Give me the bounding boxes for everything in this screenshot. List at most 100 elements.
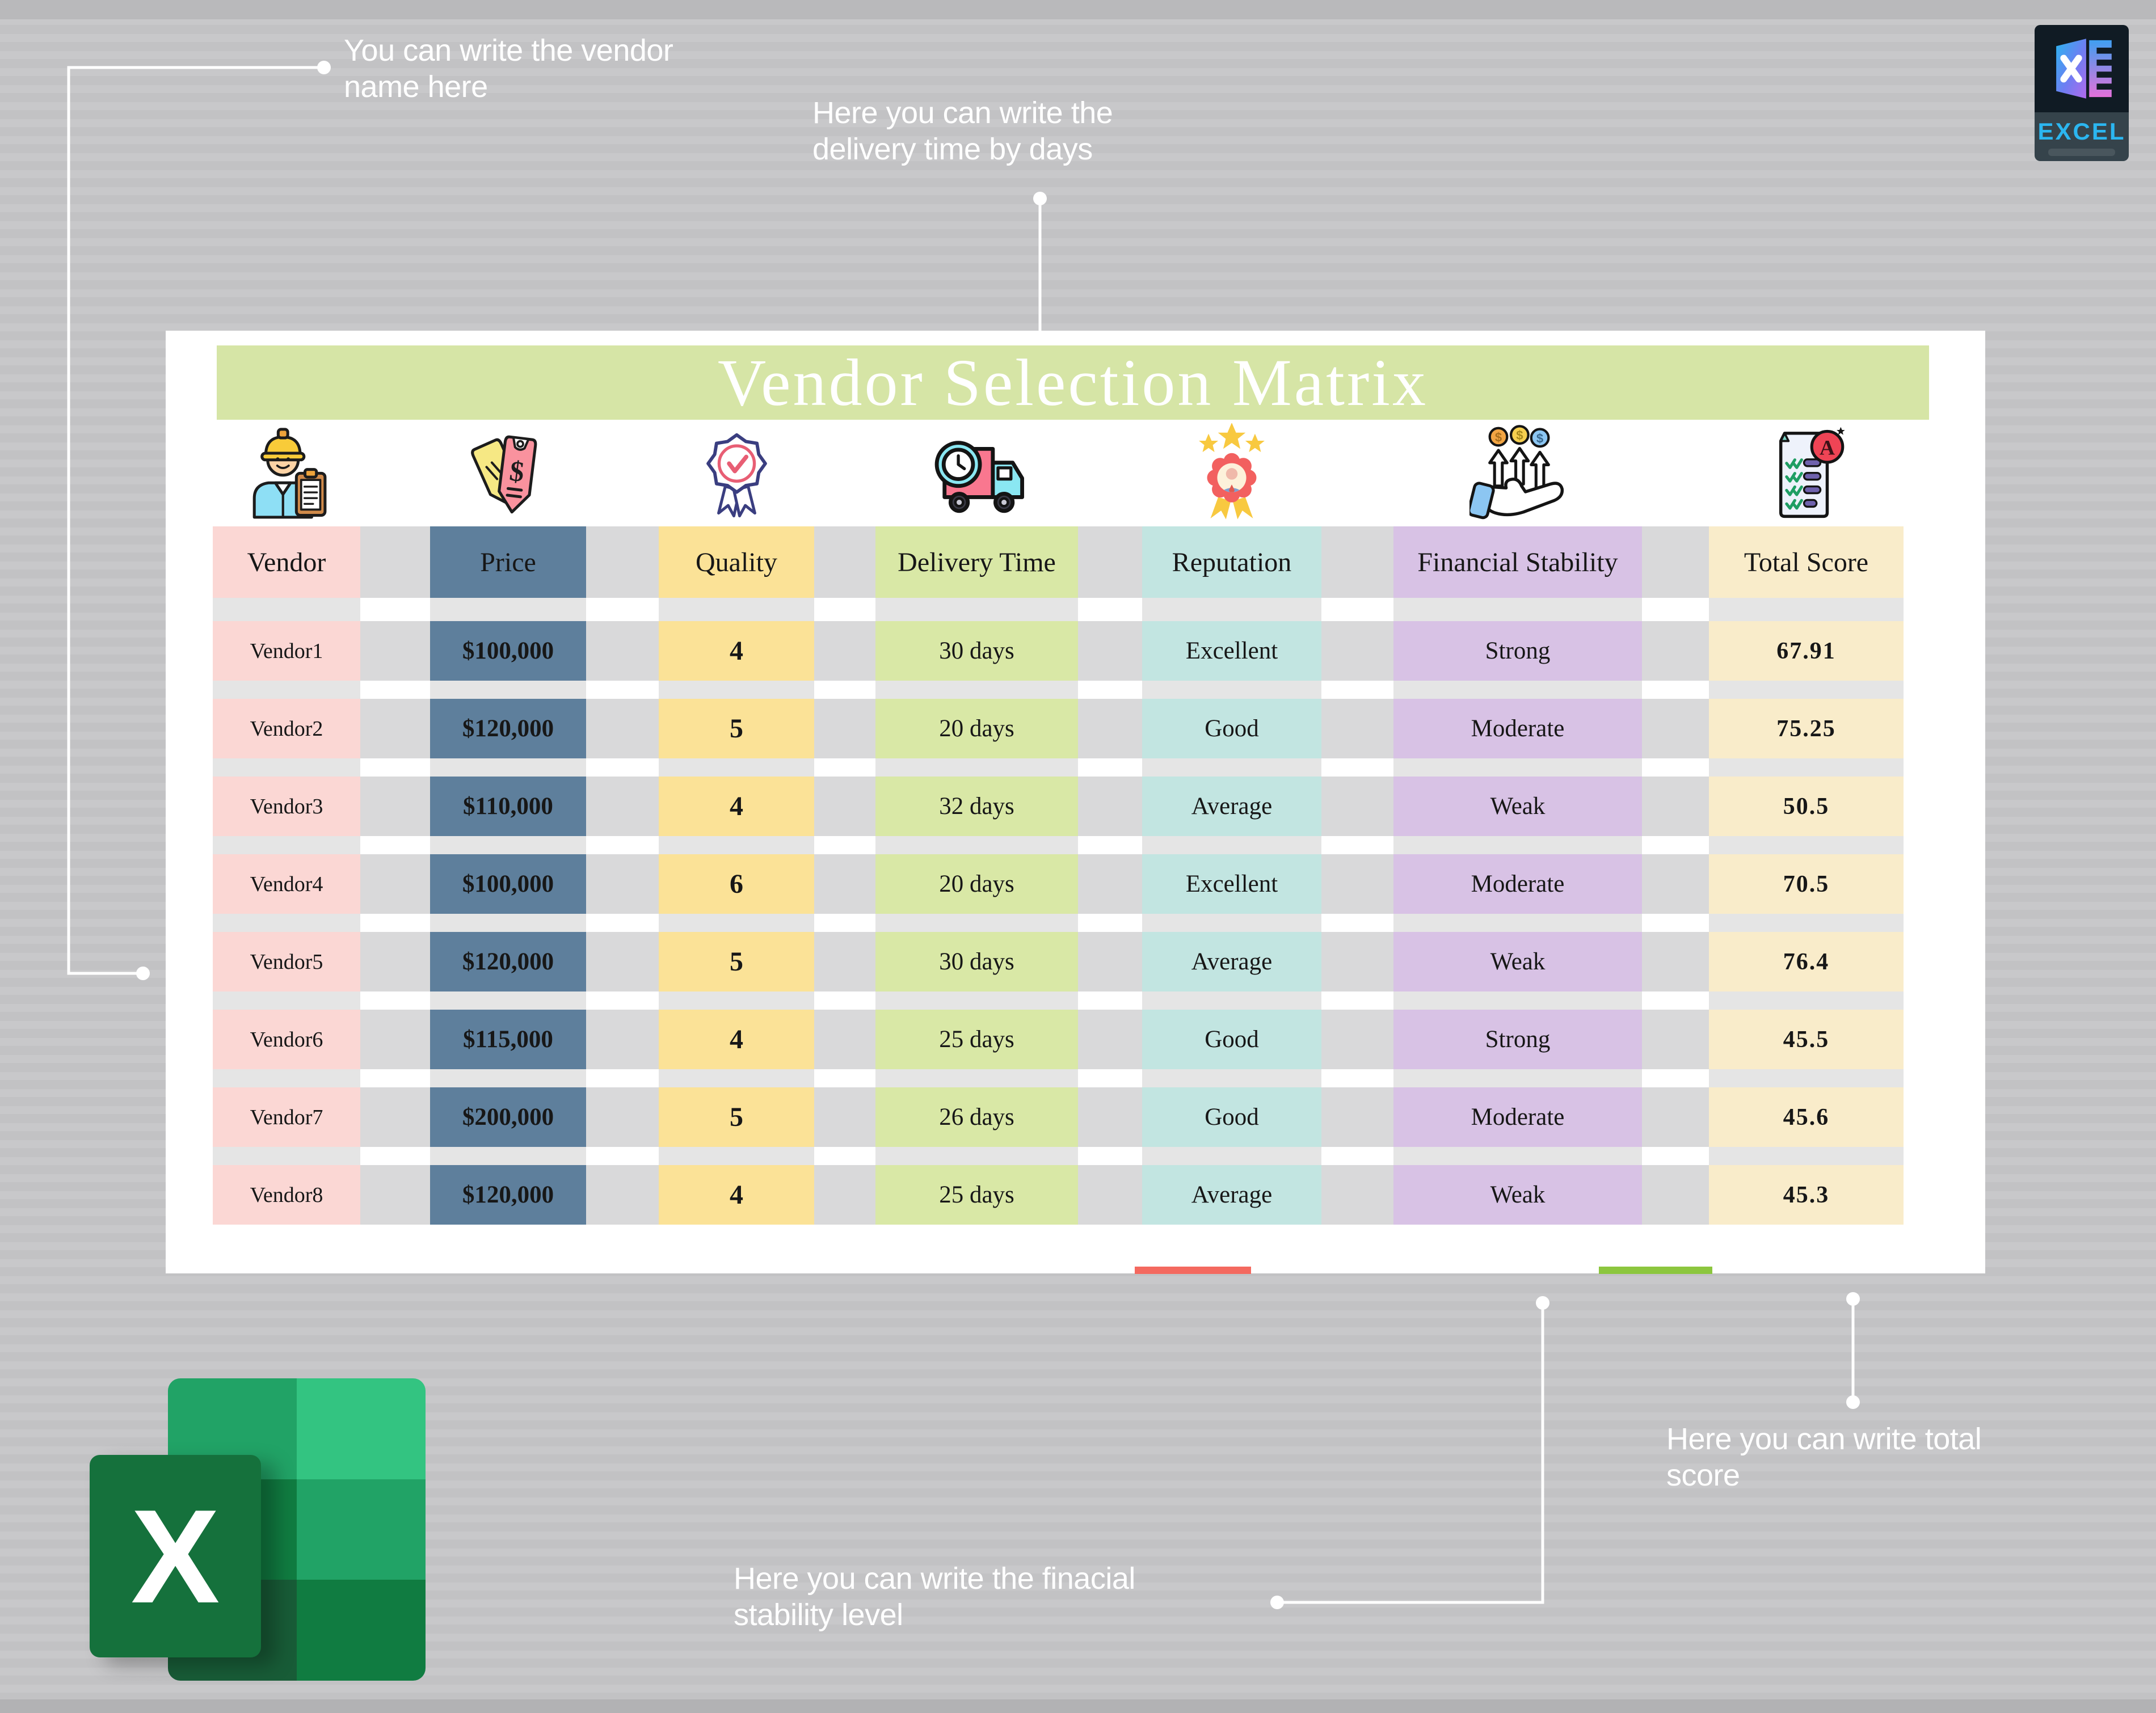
- cell-vendor-row1[interactable]: Vendor1: [213, 621, 360, 681]
- row-separator-gap: [1321, 1069, 1393, 1087]
- cell-vendor-row2[interactable]: Vendor2: [213, 699, 360, 758]
- cell-quality-row3[interactable]: 4: [659, 777, 814, 836]
- cell-financial-row8[interactable]: Weak: [1393, 1165, 1642, 1225]
- excel-badge-panel: EXCEL: [2035, 112, 2129, 161]
- total-note-line2: score: [1666, 1458, 1740, 1492]
- cell-delivery-row5[interactable]: 30 days: [875, 932, 1078, 991]
- hidden-row-sliver-red: [1135, 1267, 1251, 1274]
- financial-note-line2: stability level: [734, 1597, 903, 1632]
- cell-vendor-row7[interactable]: Vendor7: [213, 1087, 360, 1147]
- header-vendor[interactable]: Vendor: [213, 526, 360, 598]
- svg-text:A: A: [1820, 436, 1835, 459]
- cell-reputation-row1[interactable]: Excellent: [1142, 621, 1321, 681]
- row-separator-gap: [586, 836, 659, 854]
- cell-vendor-row3[interactable]: Vendor3: [213, 777, 360, 836]
- cell-total-row3[interactable]: 50.5: [1709, 777, 1904, 836]
- cell-total-row1[interactable]: 67.91: [1709, 621, 1904, 681]
- cell-quality-row5[interactable]: 5: [659, 932, 814, 991]
- cell-reputation-row5[interactable]: Average: [1142, 932, 1321, 991]
- cell-total-row6[interactable]: 45.5: [1709, 1010, 1904, 1069]
- cell-price-row6[interactable]: $115,000: [430, 1010, 586, 1069]
- financial-hand-icon: $ $ $: [1467, 424, 1566, 521]
- svg-text:$: $: [1516, 428, 1523, 442]
- cell-total-row7[interactable]: 45.6: [1709, 1087, 1904, 1147]
- cell-price-row3[interactable]: $110,000: [430, 777, 586, 836]
- cell-vendor-row5[interactable]: Vendor5: [213, 932, 360, 991]
- cell-delivery-row2[interactable]: 20 days: [875, 699, 1078, 758]
- cell-financial-row1[interactable]: Strong: [1393, 621, 1642, 681]
- row-separator-gap: [1078, 1147, 1142, 1165]
- row-separator-gap: [1078, 991, 1142, 1010]
- cell-reputation-row8[interactable]: Average: [1142, 1165, 1321, 1225]
- header-quality[interactable]: Quality: [659, 526, 814, 598]
- cell-price-row5[interactable]: $120,000: [430, 932, 586, 991]
- hidden-row-sliver-green: [1599, 1267, 1712, 1274]
- cell-quality-row7[interactable]: 5: [659, 1087, 814, 1147]
- cell-price-row8[interactable]: $120,000: [430, 1165, 586, 1225]
- cell-financial-row2[interactable]: Moderate: [1393, 699, 1642, 758]
- row-separator-gap: [360, 598, 430, 621]
- cell-delivery-row1[interactable]: 30 days: [875, 621, 1078, 681]
- cell-delivery-row6[interactable]: 25 days: [875, 1010, 1078, 1069]
- cell-reputation-row6[interactable]: Good: [1142, 1010, 1321, 1069]
- row-separator-gap: [1642, 836, 1709, 854]
- row-separator-gap: [1321, 681, 1393, 699]
- header-total[interactable]: Total Score: [1709, 526, 1904, 598]
- cell-delivery-row3[interactable]: 32 days: [875, 777, 1078, 836]
- cell-delivery-row4[interactable]: 20 days: [875, 854, 1078, 914]
- cell-total-row5[interactable]: 76.4: [1709, 932, 1904, 991]
- row-separator-gap: [1321, 758, 1393, 777]
- title-band: Vendor Selection Matrix: [217, 345, 1929, 420]
- excel-x-logo-badge: [2035, 25, 2129, 112]
- cell-financial-row3[interactable]: Weak: [1393, 777, 1642, 836]
- row-separator: [213, 681, 1904, 699]
- cell-delivery-row7[interactable]: 26 days: [875, 1087, 1078, 1147]
- row-separator-gap: [1078, 598, 1142, 621]
- cell-price-row1[interactable]: $100,000: [430, 621, 586, 681]
- cell-financial-row4[interactable]: Moderate: [1393, 854, 1642, 914]
- cell-reputation-row4[interactable]: Excellent: [1142, 854, 1321, 914]
- header-reputation[interactable]: Reputation: [1142, 526, 1321, 598]
- cell-delivery-row8[interactable]: 25 days: [875, 1165, 1078, 1225]
- row-separator-gap: [1642, 758, 1709, 777]
- quality-medal-icon: [696, 425, 778, 521]
- cell-financial-row5[interactable]: Weak: [1393, 932, 1642, 991]
- row-separator: [213, 836, 1904, 854]
- header-price[interactable]: Price: [430, 526, 586, 598]
- cell-total-row8[interactable]: 45.3: [1709, 1165, 1904, 1225]
- row-separator-gap: [586, 914, 659, 932]
- cell-quality-row4[interactable]: 6: [659, 854, 814, 914]
- excel-badge-ghost-text: [2048, 148, 2115, 156]
- cell-reputation-row3[interactable]: Average: [1142, 777, 1321, 836]
- cell-quality-row2[interactable]: 5: [659, 699, 814, 758]
- row-separator-gap: [586, 1147, 659, 1165]
- row-separator-gap: [586, 991, 659, 1010]
- cell-price-row4[interactable]: $100,000: [430, 854, 586, 914]
- row-separator-gap: [1078, 1069, 1142, 1087]
- cell-vendor-row6[interactable]: Vendor6: [213, 1010, 360, 1069]
- cell-vendor-row4[interactable]: Vendor4: [213, 854, 360, 914]
- cell-total-row2[interactable]: 75.25: [1709, 699, 1904, 758]
- row-separator-gap: [1642, 914, 1709, 932]
- worker-icon: [243, 423, 331, 520]
- row-separator-gap: [586, 598, 659, 621]
- cell-price-row2[interactable]: $120,000: [430, 699, 586, 758]
- cell-reputation-row2[interactable]: Good: [1142, 699, 1321, 758]
- header-financial[interactable]: Financial Stability: [1393, 526, 1642, 598]
- cell-quality-row1[interactable]: 4: [659, 621, 814, 681]
- header-delivery[interactable]: Delivery Time: [875, 526, 1078, 598]
- delivery-note-line2: delivery time by days: [812, 132, 1093, 166]
- reputation-badge-icon: [1189, 423, 1274, 521]
- cell-financial-row6[interactable]: Strong: [1393, 1010, 1642, 1069]
- cell-quality-row8[interactable]: 4: [659, 1165, 814, 1225]
- cell-reputation-row7[interactable]: Good: [1142, 1087, 1321, 1147]
- cell-total-row4[interactable]: 70.5: [1709, 854, 1904, 914]
- total-note: Here you can write total score: [1666, 1421, 1982, 1493]
- cell-price-row7[interactable]: $200,000: [430, 1087, 586, 1147]
- financial-note-line1: Here you can write the finacial: [734, 1562, 1135, 1596]
- row-separator: [213, 598, 1904, 621]
- cell-quality-row6[interactable]: 4: [659, 1010, 814, 1069]
- cell-vendor-row8[interactable]: Vendor8: [213, 1165, 360, 1225]
- row-separator-gap: [360, 914, 430, 932]
- cell-financial-row7[interactable]: Moderate: [1393, 1087, 1642, 1147]
